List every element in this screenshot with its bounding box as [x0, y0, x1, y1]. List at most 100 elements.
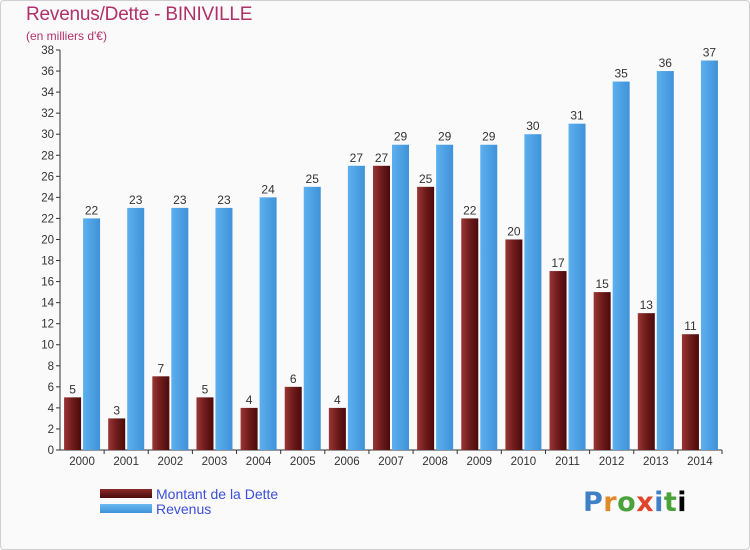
data-label: 29 [438, 130, 452, 144]
bar-dette [64, 397, 82, 450]
data-label: 27 [375, 151, 389, 165]
x-tick-label: 2011 [555, 456, 580, 468]
bar-dette [593, 292, 611, 450]
y-tick-label: 18 [41, 256, 54, 268]
bar-dette [152, 376, 170, 450]
data-label: 37 [703, 46, 717, 60]
proxiti-logo: Proxiti [583, 487, 688, 518]
data-label: 13 [640, 298, 654, 312]
x-tick-label: 2009 [466, 456, 492, 468]
y-tick-label: 2 [48, 424, 54, 436]
y-tick-label: 14 [41, 298, 54, 310]
bars [64, 60, 718, 451]
y-tick-label: 38 [41, 45, 54, 57]
data-label: 22 [85, 203, 99, 217]
y-tick-label: 10 [41, 340, 54, 352]
y-tick-label: 24 [41, 192, 54, 204]
data-label: 6 [290, 372, 297, 386]
bar-revenus [612, 81, 630, 450]
bar-dette [284, 386, 302, 450]
y-tick-label: 6 [48, 382, 54, 394]
chart-subtitle: (en milliers d'€) [26, 29, 107, 43]
bar-revenus [700, 60, 718, 451]
bar-revenus [127, 207, 145, 450]
y-tick-label: 28 [41, 150, 54, 162]
bar-dette [505, 239, 523, 450]
bar-revenus [480, 144, 498, 450]
bar-dette [108, 418, 126, 450]
legend: Montant de la Dette Revenus [100, 485, 279, 517]
data-label: 11 [684, 319, 697, 333]
x-tick-label: 2005 [290, 456, 316, 468]
legend-swatch-debt [100, 489, 152, 498]
y-tick-label: 8 [48, 361, 54, 373]
bar-dette [240, 407, 258, 450]
y-tick-label: 32 [41, 108, 54, 120]
data-label: 29 [394, 130, 408, 144]
data-label: 30 [526, 119, 540, 133]
legend-item-revenue: Revenus [100, 500, 278, 517]
x-tick-label: 2004 [246, 456, 272, 468]
bar-revenus [303, 186, 321, 450]
x-tick-label: 2007 [378, 456, 404, 468]
bar-revenus [436, 144, 454, 450]
bar-revenus [656, 71, 674, 450]
x-tick-label: 2008 [422, 456, 448, 468]
data-label: 36 [659, 56, 673, 70]
y-tick-label: 22 [41, 213, 54, 225]
data-label: 15 [595, 277, 609, 291]
data-label: 23 [173, 193, 187, 207]
bar-revenus [171, 207, 189, 450]
bar-dette [373, 165, 390, 450]
y-tick-label: 16 [41, 277, 54, 289]
y-tick-label: 26 [41, 171, 54, 183]
data-label: 5 [69, 382, 76, 396]
y-tick-label: 36 [41, 66, 54, 78]
bar-dette [196, 397, 214, 450]
x-tick-label: 2013 [643, 456, 669, 468]
data-label: 25 [419, 172, 433, 186]
bar-revenus [524, 134, 542, 451]
data-label: 3 [113, 403, 120, 417]
bar-dette [549, 271, 567, 450]
x-tick-label: 2012 [599, 456, 625, 468]
data-label: 29 [482, 130, 496, 144]
data-label: 35 [614, 67, 628, 81]
legend-swatch-revenue [100, 504, 152, 513]
y-tick-label: 4 [48, 403, 55, 415]
data-label: 31 [570, 109, 584, 123]
bar-dette [461, 218, 479, 450]
bar-revenus [259, 197, 277, 450]
legend-item-debt: Montant de la Dette [100, 485, 279, 502]
data-label: 20 [507, 224, 521, 238]
y-tick-label: 30 [41, 129, 54, 141]
y-tick-label: 0 [48, 445, 54, 457]
data-label: 17 [551, 256, 565, 270]
data-label: 5 [202, 382, 209, 396]
x-tick-label: 2002 [158, 456, 184, 468]
y-tick-label: 12 [41, 319, 54, 331]
x-tick-label: 2014 [687, 456, 713, 468]
bar-dette [328, 407, 346, 450]
legend-label-debt: Montant de la Dette [156, 485, 279, 502]
x-tick-label: 2000 [69, 456, 95, 468]
legend-label-revenue: Revenus [156, 500, 212, 517]
bar-revenus [568, 123, 586, 451]
bar-revenus [392, 144, 409, 450]
bar-revenus [347, 165, 365, 450]
data-label: 24 [261, 182, 275, 196]
bar-dette [681, 334, 699, 450]
bar-revenus [83, 218, 101, 450]
x-tick-label: 2010 [511, 456, 537, 468]
data-label: 22 [463, 203, 477, 217]
data-label: 25 [306, 172, 320, 186]
data-label: 7 [157, 361, 164, 375]
data-label: 23 [217, 193, 231, 207]
y-tick-label: 20 [41, 234, 54, 246]
x-tick-label: 2006 [334, 456, 360, 468]
x-tick-label: 2003 [202, 456, 228, 468]
data-label: 27 [350, 151, 364, 165]
